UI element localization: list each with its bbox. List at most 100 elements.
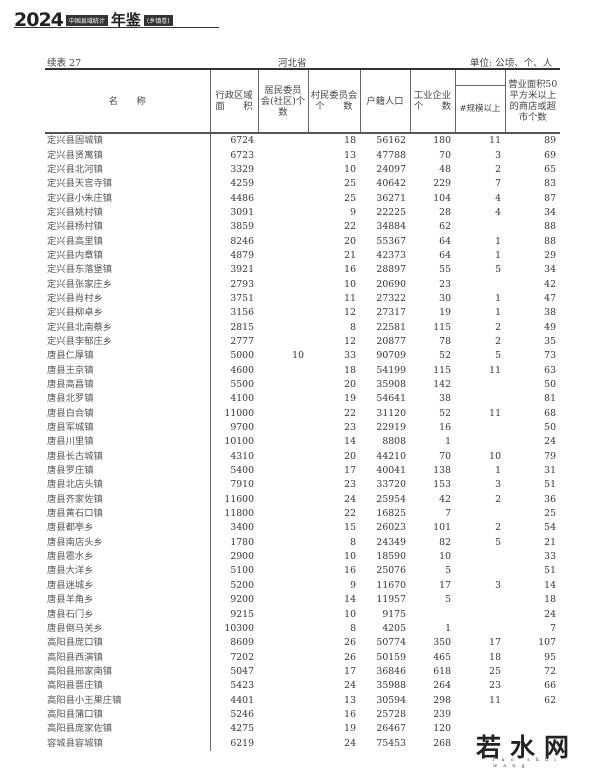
cell-population: 8808 xyxy=(382,436,406,448)
table-row: 唐县羊角乡 9200 14 11957 5 18 xyxy=(45,593,560,608)
cell-population: 55367 xyxy=(376,235,406,247)
cell-industry: 42 xyxy=(439,493,451,505)
table-row: 唐县北罗镇 4100 19 54641 38 81 xyxy=(45,392,560,407)
table-row: 定兴县李郁庄乡 2777 12 20877 78 2 35 xyxy=(45,334,560,350)
cell-industry: 298 xyxy=(433,694,451,706)
cell-name: 唐县倒马关乡 xyxy=(47,622,103,634)
cell-area: 9200 xyxy=(209,593,258,608)
watermark-sub: ruo shui wang xyxy=(493,757,562,769)
table-row: 唐县长古城镇 4310 20 44210 70 10 79 xyxy=(45,449,560,464)
cell-area: 9700 xyxy=(209,420,258,436)
cell-industry: 52 xyxy=(439,407,451,419)
cell-shops: 33 xyxy=(544,551,556,563)
cell-villages: 25 xyxy=(344,192,356,204)
cell-population: 25728 xyxy=(376,708,406,720)
cell-villages: 24 xyxy=(344,737,356,749)
cell-residents xyxy=(258,507,308,521)
table-row: 唐县黄石口镇 11800 22 16825 7 25 xyxy=(45,506,560,522)
cell-population: 27317 xyxy=(376,307,406,319)
cell-area: 5000 xyxy=(209,349,258,364)
cell-shops: 34 xyxy=(544,206,556,218)
cell-industry: 138 xyxy=(433,465,451,477)
cell-above-scale: 18 xyxy=(489,651,501,663)
table-row: 定兴县柳卓乡 3156 12 27317 19 1 38 xyxy=(45,306,560,321)
cell-shops: 69 xyxy=(544,149,556,161)
cell-villages: 8 xyxy=(350,321,356,333)
cell-population: 34884 xyxy=(376,221,406,233)
cell-above-scale: 2 xyxy=(495,493,501,505)
table-row: 唐县石门乡 9215 10 9175 24 xyxy=(45,607,560,622)
cell-shops: 31 xyxy=(544,465,556,477)
cell-population: 9175 xyxy=(382,608,406,620)
cell-shops: 95 xyxy=(544,651,556,663)
cell-villages: 18 xyxy=(344,364,356,376)
cell-population: 25954 xyxy=(376,493,406,505)
cell-area: 2900 xyxy=(209,549,258,565)
cell-villages: 19 xyxy=(344,723,356,735)
cell-above-scale: 11 xyxy=(489,364,501,376)
cell-shops: 81 xyxy=(544,393,556,405)
cell-residents xyxy=(258,133,308,148)
cell-population: 47788 xyxy=(376,149,406,161)
cell-shops: 29 xyxy=(544,249,556,261)
cell-residents xyxy=(258,206,308,220)
cell-above-scale: 2 xyxy=(495,335,501,347)
cell-residents xyxy=(258,450,308,464)
table-row: 定兴县内章镇 4879 21 42373 64 1 29 xyxy=(45,248,560,264)
cell-area: 6724 xyxy=(209,133,258,149)
cell-industry: 64 xyxy=(439,249,451,261)
cell-industry: 115 xyxy=(433,364,451,376)
table-row: 唐县雹水乡 2900 10 18590 10 33 xyxy=(45,549,560,565)
cell-name: 唐县都亭乡 xyxy=(47,522,94,534)
cell-residents xyxy=(258,435,308,449)
cell-residents xyxy=(258,177,308,191)
cell-industry: 64 xyxy=(439,235,451,247)
yearbook-logo: 2024 中国县域统计 年鉴 (乡镇卷) xyxy=(14,4,173,30)
cell-name: 定兴县张家庄乡 xyxy=(47,278,113,290)
cell-residents xyxy=(258,636,308,650)
cell-villages: 16 xyxy=(344,708,356,720)
cell-area: 3091 xyxy=(209,205,258,221)
cell-area: 4401 xyxy=(209,693,258,708)
cell-area: 5500 xyxy=(209,377,258,393)
cell-area: 4275 xyxy=(209,722,258,737)
cell-shops: 49 xyxy=(544,321,556,333)
cell-above-scale xyxy=(455,277,505,291)
cell-shops: 38 xyxy=(544,307,556,319)
table-row: 高阳县庞口镇 8609 26 50774 350 17 107 xyxy=(45,636,560,651)
col-above-scale-label: #规模以上 xyxy=(455,85,505,132)
cell-area: 5423 xyxy=(209,679,258,694)
cell-population: 22581 xyxy=(376,321,406,333)
cell-industry: 268 xyxy=(433,737,451,749)
cell-area: 7910 xyxy=(209,478,258,493)
cell-above-scale: 11 xyxy=(489,694,501,706)
cell-area: 4259 xyxy=(209,177,258,192)
cell-population: 11670 xyxy=(376,579,406,591)
cell-villages: 26 xyxy=(344,651,356,663)
col-residents: 居民委员会(社区)个数 xyxy=(257,68,308,134)
cell-residents xyxy=(258,607,308,621)
cell-industry: 23 xyxy=(439,278,451,290)
table-row: 定兴县张家庄乡 2793 10 20690 23 42 xyxy=(45,277,560,292)
cell-villages: 14 xyxy=(344,594,356,606)
cell-villages: 10 xyxy=(344,551,356,563)
cell-residents xyxy=(258,407,308,421)
cell-villages: 10 xyxy=(344,608,356,620)
cell-villages: 9 xyxy=(350,579,356,591)
cell-shops: 47 xyxy=(544,292,556,304)
cell-above-scale xyxy=(455,550,505,564)
cell-shops: 63 xyxy=(544,364,556,376)
cell-villages: 22 xyxy=(344,508,356,520)
cell-name: 定兴县天宫寺镇 xyxy=(47,178,113,190)
cell-population: 4205 xyxy=(382,622,406,634)
cell-area: 4100 xyxy=(209,392,258,407)
cell-name: 唐县雹水乡 xyxy=(47,551,94,563)
cell-industry xyxy=(410,607,455,621)
cell-residents xyxy=(258,335,308,349)
table-row: 唐县白合镇 11000 22 31120 52 11 68 xyxy=(45,406,560,421)
cell-residents xyxy=(258,249,308,263)
table-row: 唐县齐家佐镇 11600 24 25954 42 2 36 xyxy=(45,492,560,507)
cell-shops: 62 xyxy=(544,694,556,706)
cell-industry: 62 xyxy=(439,221,451,233)
table-row: 唐县军城镇 9700 23 22919 16 50 xyxy=(45,420,560,436)
